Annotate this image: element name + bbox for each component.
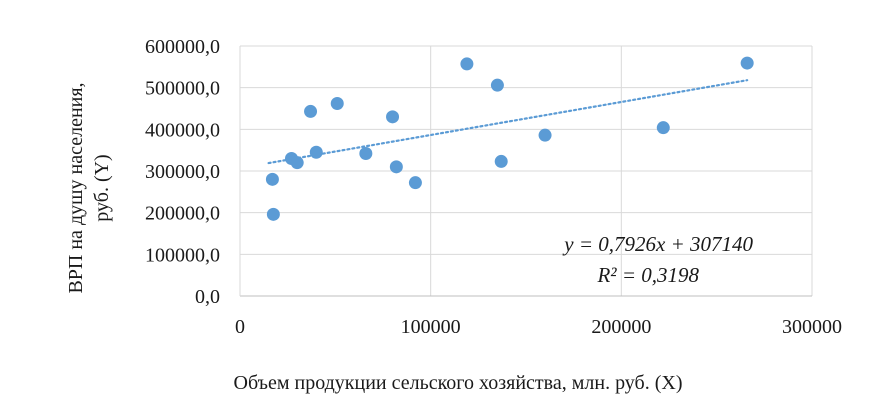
data-point [494,154,508,168]
y-tick-label: 500000,0 [145,78,220,100]
x-tick-label: 300000 [782,316,842,338]
y-tick-labels: 0,0 100000,0 200000,0 300000,0 400000,0 50000… [145,36,220,308]
data-point [359,147,373,160]
x-tick-label: 200000 [591,316,651,338]
y-axis-title-line-2: руб. (Y) [91,154,113,221]
x-tick-label: 0 [235,316,245,338]
x-tick-labels: 0 100000 200000 300000 [235,316,842,338]
trendline [267,79,749,165]
y-tick-label: 400000,0 [145,119,220,141]
data-point [740,56,754,70]
y-axis-title: ВРП на душу населения, руб. (Y) [65,82,113,293]
data-point [265,172,279,186]
data-point [408,176,422,190]
data-point [656,121,670,135]
y-tick-label: 0,0 [195,286,220,308]
data-point [538,128,552,142]
data-point [460,57,474,71]
y-axis-title-line-1: ВРП на душу населения, [65,82,87,293]
data-point [290,156,304,170]
data-point [266,207,280,221]
y-tick-label: 300000,0 [145,161,220,183]
trend-equation: y = 0,7926x + 307140 [562,232,753,256]
data-point [490,78,504,92]
y-tick-label: 600000,0 [145,36,220,58]
x-axis-title: Объем продукции сельского хозяйства, млн… [234,372,683,394]
x-tick-label: 100000 [401,316,461,338]
data-point [386,110,400,124]
data-point [389,160,403,174]
gridlines [239,45,813,297]
data-points [265,56,754,221]
trend-r2: R² = 0,3198 [596,263,699,287]
y-tick-label: 100000,0 [145,244,220,266]
data-point [330,97,344,110]
data-point [309,145,323,159]
data-point [304,104,318,118]
y-tick-label: 200000,0 [145,203,220,225]
trendline-group [267,79,749,165]
